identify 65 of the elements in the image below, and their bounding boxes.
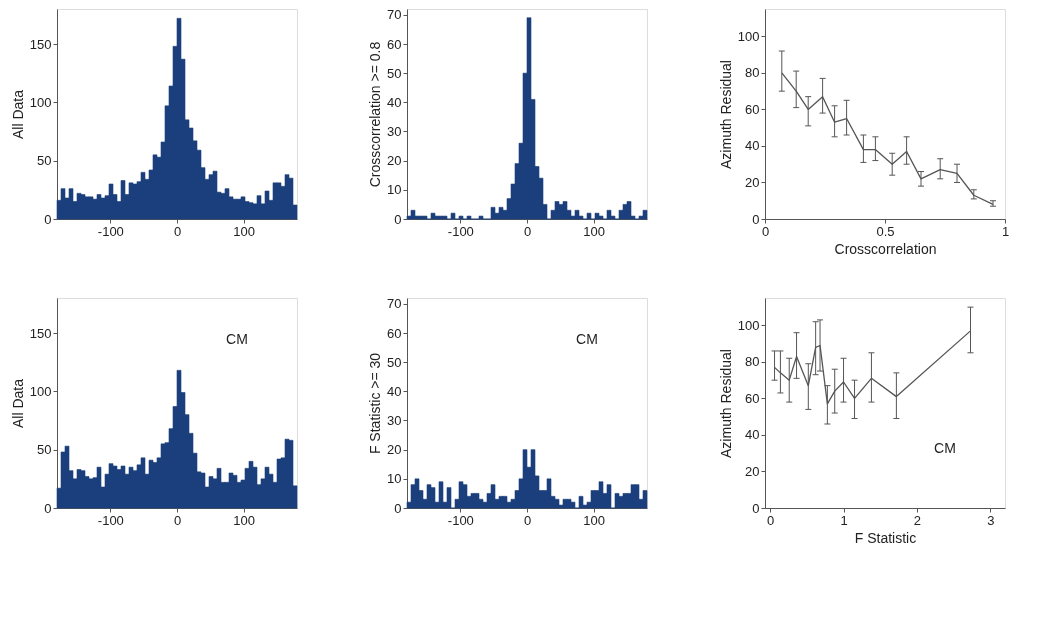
- x-tick-label: 100: [233, 223, 256, 239]
- x-axis-title: Crosscorrelation: [834, 240, 937, 257]
- y-tick-label: 150: [29, 325, 52, 341]
- x-tick-label: -100: [447, 223, 474, 239]
- y-tick-label: 50: [387, 354, 402, 370]
- x-tick-label: 0: [173, 223, 182, 239]
- y-tick-label: 70: [387, 7, 402, 23]
- y-tick-label: 0: [394, 500, 402, 516]
- y-tick-label: 20: [387, 442, 402, 458]
- y-tick-label: 0: [44, 500, 52, 516]
- x-tick-label: 100: [233, 512, 256, 528]
- x-tick-label: -100: [97, 223, 124, 239]
- y-tick-label: 80: [745, 354, 760, 370]
- x-axis-title: F Statistic: [854, 529, 917, 546]
- y-axis-title: F Statistic >= 30: [367, 352, 384, 455]
- x-tick-label: -100: [447, 512, 474, 528]
- y-tick-label: 50: [387, 65, 402, 81]
- x-tick-label: 0: [523, 223, 532, 239]
- y-tick-label: 80: [745, 65, 760, 81]
- y-tick-label: 30: [387, 413, 402, 428]
- y-tick-label: 10: [387, 182, 402, 198]
- x-tick-label: 0: [173, 512, 182, 528]
- annotation: CM: [226, 331, 248, 347]
- x-tick-label: -100: [97, 512, 124, 528]
- y-tick-label: 60: [387, 325, 402, 341]
- y-tick-label: 50: [37, 442, 52, 458]
- y-tick-label: 100: [737, 317, 760, 333]
- x-tick-label: 100: [583, 512, 606, 528]
- x-tick-label: 1: [840, 512, 848, 528]
- y-tick-label: 100: [29, 94, 52, 110]
- y-tick-label: 20: [745, 174, 760, 190]
- y-tick-label: 40: [745, 138, 760, 154]
- y-axis-title: All Data: [9, 378, 26, 429]
- y-axis-title: Crosscorrelation >= 0.8: [367, 41, 384, 188]
- x-tick-label: 1: [1001, 223, 1010, 239]
- y-tick-label: 60: [745, 390, 760, 406]
- y-tick-label: 20: [387, 153, 402, 169]
- x-tick-label: 0: [523, 512, 532, 528]
- y-tick-label: 0: [44, 211, 52, 227]
- y-tick-label: 0: [394, 211, 402, 227]
- y-tick-label: 100: [737, 28, 760, 44]
- y-tick-label: 40: [387, 383, 402, 399]
- y-tick-label: 50: [37, 153, 52, 169]
- x-tick-label: 3: [987, 512, 995, 528]
- y-tick-label: 10: [387, 471, 402, 487]
- y-tick-label: 100: [29, 383, 52, 399]
- x-tick-label: 0: [767, 512, 775, 528]
- y-tick-label: 40: [387, 94, 402, 110]
- y-tick-label: 30: [387, 124, 402, 139]
- y-axis-title: All Data: [9, 89, 26, 140]
- annotation: CM: [934, 440, 956, 457]
- y-tick-label: 150: [29, 36, 52, 52]
- x-tick-label: 0.5: [876, 223, 895, 239]
- y-tick-label: 60: [387, 36, 402, 52]
- annotation: CM: [576, 331, 598, 347]
- y-tick-label: 60: [745, 101, 760, 117]
- y-axis-title: Azimuth Residual: [717, 349, 734, 458]
- y-tick-label: 0: [752, 500, 760, 516]
- x-tick-label: 2: [913, 512, 922, 528]
- y-axis-title: Azimuth Residual: [717, 60, 734, 169]
- y-tick-label: 20: [745, 463, 760, 479]
- y-tick-label: 0: [752, 211, 760, 227]
- y-tick-label: 70: [387, 296, 402, 312]
- x-tick-label: 100: [583, 223, 606, 239]
- y-tick-label: 40: [745, 427, 760, 443]
